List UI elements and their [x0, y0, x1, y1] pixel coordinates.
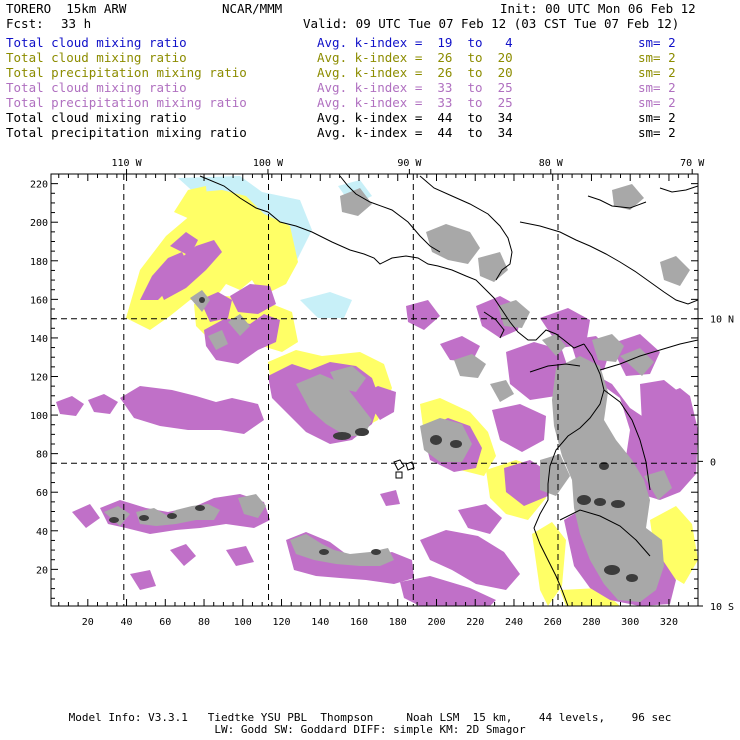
- legend-k-index: Avg. k-index = 44 to 34: [317, 125, 513, 140]
- dark-core-field: [109, 297, 638, 582]
- x-tick-label: 260: [544, 617, 562, 628]
- legend-smoothing: sm= 2: [638, 95, 676, 110]
- y-tick-label: 40: [36, 527, 48, 538]
- x-tick-label: 300: [621, 617, 639, 628]
- y-tick-label: 160: [30, 295, 48, 306]
- valid-time: Valid: 09 UTC Tue 07 Feb 12 (03 CST Tue …: [303, 16, 680, 31]
- legend-k-index: Avg. k-index = 44 to 34: [317, 110, 513, 125]
- longitude-label: 100 W: [253, 158, 284, 169]
- legend-smoothing: sm= 2: [638, 35, 676, 50]
- axis-ticks: [51, 169, 703, 607]
- model-info: Model Info: V3.3.1 Tiedtke YSU PBL Thomp…: [68, 711, 672, 724]
- plot-frame: [50, 173, 699, 607]
- y-tick-label: 80: [36, 450, 48, 461]
- x-tick-label: 60: [159, 617, 171, 628]
- legend-field-name: Total cloud mixing ratio: [6, 110, 187, 125]
- legend-field-name: Total precipitation mixing ratio: [6, 65, 247, 80]
- x-tick-label: 80: [198, 617, 210, 628]
- legend-row: Total cloud mixing ratio Avg. k-index = 3…: [6, 80, 736, 95]
- legend-smoothing: sm= 2: [638, 50, 676, 65]
- legend-k-index: Avg. k-index = 33 to 25: [317, 95, 513, 110]
- legend-field-name: Total precipitation mixing ratio: [6, 125, 247, 140]
- init-time: Init: 00 UTC Mon 06 Feb 12: [500, 1, 696, 16]
- x-tick-label: 100: [234, 617, 252, 628]
- organization: NCAR/MMM: [222, 1, 283, 16]
- lat-lon-grid: [51, 174, 698, 606]
- x-tick-label: 160: [350, 617, 368, 628]
- x-tick-label: 180: [389, 617, 407, 628]
- latitude-label: 10 S: [710, 602, 734, 613]
- legend-k-index: Avg. k-index = 26 to 20: [317, 65, 513, 80]
- latitude-label: 10 N: [710, 315, 734, 326]
- x-tick-label: 240: [505, 617, 523, 628]
- x-tick-label: 320: [660, 617, 678, 628]
- forecast-label: Fcst:: [6, 16, 44, 31]
- longitude-label: 70 W: [680, 158, 705, 169]
- precipitation-fields: [56, 176, 698, 606]
- longitude-label: 80 W: [539, 158, 564, 169]
- legend-k-index: Avg. k-index = 19 to 4: [317, 35, 513, 50]
- legend-smoothing: sm= 2: [638, 110, 676, 125]
- y-tick-label: 100: [30, 411, 48, 422]
- legend-field-name: Total cloud mixing ratio: [6, 50, 187, 65]
- x-tick-label: 200: [427, 617, 445, 628]
- longitude-label: 90 W: [397, 158, 422, 169]
- legend-row: Total cloud mixing ratio Avg. k-index = 4…: [6, 110, 736, 125]
- legend-field-name: Total precipitation mixing ratio: [6, 95, 247, 110]
- forecast-hour: 33 h: [61, 16, 92, 31]
- x-tick-label: 40: [121, 617, 133, 628]
- y-tick-label: 220: [30, 180, 48, 191]
- x-tick-label: 220: [466, 617, 484, 628]
- x-tick-label: 280: [582, 617, 600, 628]
- y-tick-label: 120: [30, 373, 48, 384]
- legend-smoothing: sm= 2: [638, 80, 676, 95]
- legend-row: Total cloud mixing ratio Avg. k-index = 2…: [6, 50, 736, 65]
- latitude-label: 0: [710, 457, 716, 468]
- x-tick-label: 120: [272, 617, 290, 628]
- y-tick-label: 20: [36, 565, 48, 576]
- y-tick-label: 60: [36, 488, 48, 499]
- legend-row: Total precipitation mixing ratio Avg. k-i…: [6, 65, 736, 80]
- legend-smoothing: sm= 2: [638, 125, 676, 140]
- x-tick-label: 140: [311, 617, 329, 628]
- legend-smoothing: sm= 2: [638, 65, 676, 80]
- legend-row: Total precipitation mixing ratio Avg. k-i…: [6, 95, 736, 110]
- legend-field-name: Total cloud mixing ratio: [6, 80, 187, 95]
- model-title: TORERO 15km ARW: [6, 1, 127, 16]
- physics-info: LW: Godd SW: Goddard DIFF: simple KM: 2D…: [214, 723, 526, 736]
- legend-k-index: Avg. k-index = 26 to 20: [317, 50, 513, 65]
- y-tick-label: 200: [30, 218, 48, 229]
- legend-k-index: Avg. k-index = 33 to 25: [317, 80, 513, 95]
- y-tick-label: 180: [30, 257, 48, 268]
- y-tick-label: 140: [30, 334, 48, 345]
- coastlines: [199, 175, 698, 606]
- x-tick-label: 20: [82, 617, 94, 628]
- legend-row: Total cloud mixing ratio Avg. k-index = 1…: [6, 35, 736, 50]
- legend-field-name: Total cloud mixing ratio: [6, 35, 187, 50]
- legend-row: Total precipitation mixing ratio Avg. k-i…: [6, 125, 736, 140]
- longitude-label: 110 W: [111, 158, 142, 169]
